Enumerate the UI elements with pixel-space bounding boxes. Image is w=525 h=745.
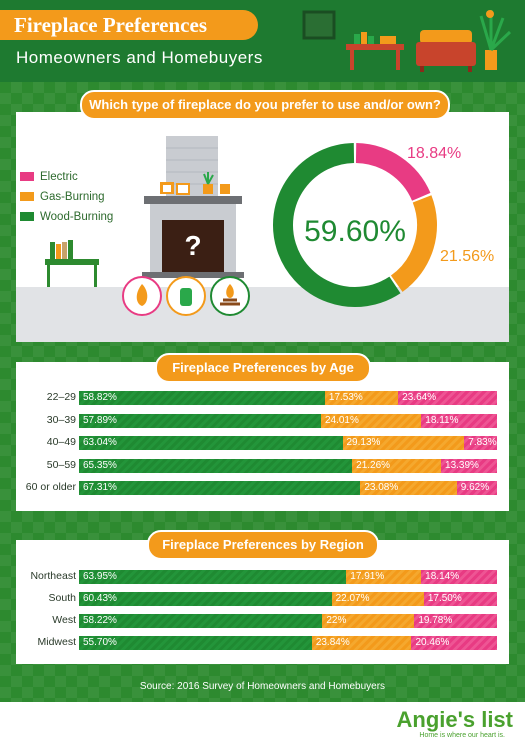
- legend-item-wood: Wood-Burning: [20, 211, 113, 223]
- region-segment-elec: 17.50%: [423, 592, 497, 606]
- age-row-label: 30–39: [46, 413, 76, 426]
- age-bar: 57.89% 24.01% 18.11%: [79, 413, 497, 428]
- region-segment-wood: 58.22%: [79, 614, 323, 628]
- age-segment-elec: 18.11%: [421, 413, 497, 428]
- page-subtitle: Homeowners and Homebuyers: [16, 48, 263, 67]
- region-row-label: Northeast: [30, 570, 76, 582]
- age-segment-gas: 17.53%: [324, 391, 399, 405]
- brand-logo: Angie's list: [396, 707, 513, 732]
- region-bar: 63.95% 17.91% 18.14%: [79, 570, 497, 584]
- donut-label-electric: 18.84%: [407, 145, 462, 162]
- age-segment-wood: 63.04%: [79, 436, 343, 450]
- age-segment-elec: 23.64%: [398, 391, 497, 405]
- legend-swatch-wood: [20, 212, 34, 222]
- donut-slice-gas: [390, 195, 437, 292]
- source-note: Source: 2016 Survey of Homeowners and Ho…: [139, 681, 386, 692]
- age-segment-wood: 58.82%: [79, 391, 325, 405]
- donut-slice-electric: [355, 143, 431, 202]
- age-segment-gas: 21.26%: [352, 458, 442, 473]
- age-row-label: 50–59: [46, 458, 76, 471]
- legend-label-wood: Wood-Burning: [40, 211, 114, 223]
- age-segment-elec: 9.62%: [456, 481, 497, 495]
- age-segment-gas: 24.01%: [320, 413, 422, 428]
- region-segment-gas: 22.07%: [331, 592, 424, 606]
- region-chart-title: Fireplace Preferences by Region: [147, 530, 379, 560]
- age-segment-wood: 67.31%: [79, 481, 361, 495]
- donut-label-gas: 21.56%: [440, 248, 495, 265]
- region-bar: 55.70% 23.84% 20.46%: [79, 636, 497, 650]
- region-segment-gas: 17.91%: [346, 570, 422, 584]
- age-segment-gas: 29.13%: [342, 436, 465, 450]
- legend-label-electric: Electric: [40, 171, 78, 183]
- region-segment-elec: 18.14%: [421, 570, 497, 584]
- age-segment-wood: 65.35%: [79, 458, 353, 473]
- overall-question: Which type of fireplace do you prefer to…: [80, 90, 450, 120]
- age-bar: 67.31% 23.08% 9.62%: [79, 481, 497, 495]
- region-segment-elec: 20.46%: [411, 636, 497, 650]
- age-row-label: 60 or older: [25, 481, 76, 493]
- region-row-label: Midwest: [37, 636, 76, 648]
- age-chart-title: Fireplace Preferences by Age: [155, 353, 371, 383]
- footer: Angie's list Home is where our heart is.: [0, 702, 525, 745]
- donut-chart: [273, 143, 437, 307]
- page-title: Fireplace Preferences: [0, 10, 258, 40]
- region-segment-wood: 55.70%: [79, 636, 312, 650]
- age-row-label: 22–29: [46, 391, 76, 403]
- region-row-label: West: [52, 614, 76, 626]
- floor-strip: [16, 287, 509, 342]
- legend-swatch-electric: [20, 172, 34, 182]
- age-row-label: 40–49: [46, 436, 76, 448]
- age-segment-gas: 23.08%: [360, 481, 457, 495]
- brand-tagline: Home is where our heart is.: [419, 732, 505, 739]
- region-row-label: South: [48, 592, 76, 604]
- region-segment-gas: 22%: [322, 614, 415, 628]
- legend-label-gas: Gas-Burning: [40, 191, 105, 203]
- age-bar: 63.04% 29.13% 7.83%: [79, 436, 497, 450]
- region-segment-wood: 63.95%: [79, 570, 347, 584]
- age-segment-elec: 13.39%: [441, 458, 497, 473]
- age-bar: 58.82% 17.53% 23.64%: [79, 391, 497, 405]
- legend-item-gas: Gas-Burning: [20, 191, 105, 203]
- legend-swatch-gas: [20, 192, 34, 202]
- region-bar: 58.22% 22% 19.78%: [79, 614, 497, 628]
- region-bar: 60.43% 22.07% 17.50%: [79, 592, 497, 606]
- region-segment-wood: 60.43%: [79, 592, 332, 606]
- legend-item-electric: Electric: [20, 171, 78, 183]
- age-bar: 65.35% 21.26% 13.39%: [79, 458, 497, 473]
- region-segment-elec: 19.78%: [414, 614, 497, 628]
- fireplace-question-mark: ?: [184, 230, 202, 261]
- header-bar: Fireplace Preferences Homeowners and Hom…: [0, 0, 525, 82]
- fireplace-illustration: [45, 136, 250, 316]
- age-segment-wood: 57.89%: [79, 413, 321, 428]
- age-segment-elec: 7.83%: [464, 436, 497, 450]
- region-segment-gas: 23.84%: [311, 636, 412, 650]
- donut-slice-wood: [273, 143, 401, 307]
- donut-center-label: 59.60%: [304, 215, 406, 248]
- living-room-illustration: [302, 10, 512, 72]
